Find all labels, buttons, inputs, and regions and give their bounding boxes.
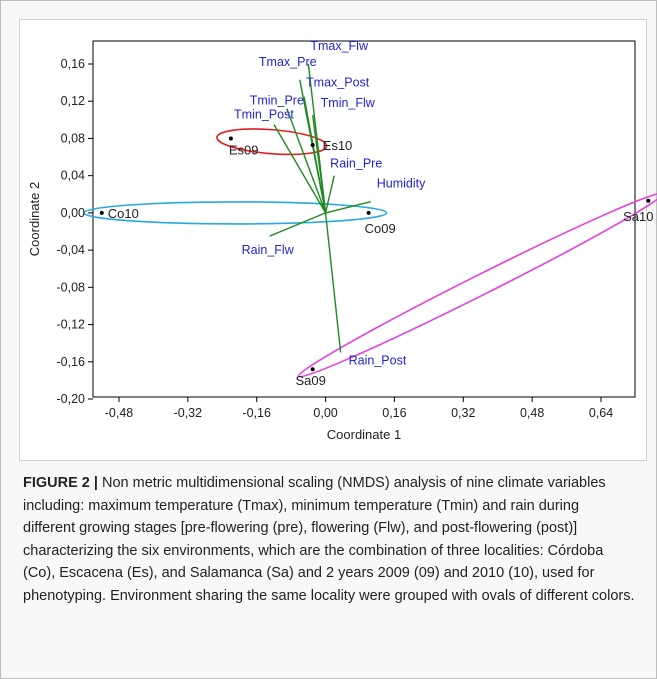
y-axis: 0,16 0,12 0,08 0,04 0,00 -0,04 -0,08 -0,12 -0,16… [57,57,93,406]
point-label: Sa09 [295,373,325,388]
point-label: Es09 [229,142,259,157]
vector-line [324,175,335,214]
x-tick-label: -0,48 [105,406,134,420]
point-label: Sa10 [623,209,653,224]
environment-point [310,367,315,372]
x-tick-label: 0,16 [382,406,406,420]
vector-line [269,212,326,237]
vector-line [311,115,327,213]
vector-line [273,124,327,214]
climate-vectors: Tmax_Flw Tmax_Pre Tmax_PostTmin_PreTmin_Po… [234,39,426,367]
vector-label: Rain_Pre [330,157,382,171]
y-tick-label: 0,00 [61,206,85,220]
nmds-chart: Tmax_Flw Tmax_Pre Tmax_PostTmin_PreTmin_Po… [27,39,657,442]
y-tick-label: 0,04 [61,169,85,183]
figure-caption: FIGURE 2 | Non metric multidimensional s… [23,472,635,607]
y-tick-label: -0,04 [57,243,86,257]
group-ellipse-salamanca [297,192,657,378]
x-axis-title: Coordinate 1 [327,427,401,442]
x-tick-label: 0,00 [313,406,337,420]
vector-label: Tmax_Pre [259,55,317,69]
y-tick-label: 0,08 [61,131,85,145]
plot-frame [19,19,647,461]
vector-label: Tmax_Post [306,76,370,90]
environment-point [366,210,371,215]
vector-label: Tmin_Pre [250,94,304,108]
point-label: Co09 [365,221,396,236]
environment-points: Co10 Co09 Es09 Es10 Sa10 Sa09 [99,136,654,388]
environment-point [310,142,315,147]
x-tick-label: 0,48 [520,406,544,420]
y-tick-label: -0,12 [57,318,86,332]
environment-point [646,198,651,203]
caption-text: Non metric multidimensional scaling (NMD… [23,475,635,604]
x-tick-label: -0,32 [174,406,203,420]
y-tick-label: 0,16 [61,57,85,71]
environment-point [228,136,233,141]
vector-line [324,212,342,353]
group-ellipse-crdoba [82,201,388,225]
y-axis-title: Coordinate 2 [27,182,42,256]
x-tick-label: 0,64 [589,406,613,420]
x-axis: -0,48 -0,32 -0,16 0,00 0,16 0,32 0,48 0,64 [105,397,613,420]
vector-label: Tmax_Flw [310,39,369,53]
y-tick-label: 0,12 [61,94,85,108]
y-tick-label: -0,20 [57,392,86,406]
plot-area-border [92,40,636,398]
vector-line [303,96,327,214]
x-tick-label: 0,32 [451,406,475,420]
group-ellipse-escacena [216,128,328,156]
y-tick-label: -0,08 [57,280,86,294]
y-tick-label: -0,16 [57,355,86,369]
environment-point [99,210,104,215]
x-tick-label: -0,16 [242,406,271,420]
vector-label: Tmin_Flw [321,96,376,110]
vector-line [325,201,371,214]
vector-line [286,108,327,214]
vector-label: Rain_Post [349,353,407,367]
caption-lead: FIGURE 2 | [23,475,98,491]
point-label: Es10 [323,138,353,153]
group-ellipses [82,128,657,378]
point-label: Co10 [108,206,139,221]
vector-label: Tmin_Post [234,107,294,121]
vector-label: Humidity [377,177,426,191]
vector-label: Rain_Flw [242,243,295,257]
